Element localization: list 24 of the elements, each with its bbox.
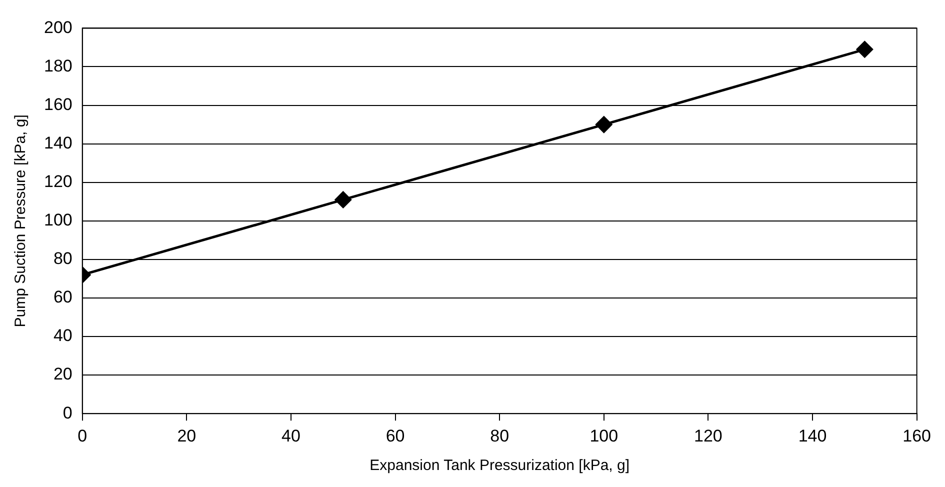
- y-tick-label: 200: [44, 18, 72, 37]
- y-tick-label: 60: [53, 288, 72, 307]
- point: [596, 116, 612, 133]
- y-tick-label: 80: [53, 249, 72, 268]
- x-axis-title: Expansion Tank Pressurization [kPa, g]: [370, 457, 630, 474]
- y-tick-label: 40: [53, 326, 72, 346]
- y-tick-label: 100: [44, 210, 72, 230]
- x-tick-label: 40: [282, 426, 300, 446]
- y-axis-title: Pump Suction Pressure [kPa, g]: [12, 114, 30, 328]
- x-tick-label: 80: [490, 426, 510, 446]
- y-tick-label: 180: [44, 56, 72, 76]
- y-tick-label: 160: [44, 94, 72, 114]
- x-tick-label: 100: [590, 426, 618, 446]
- x-tick-label: 60: [386, 426, 405, 446]
- y-tick-label: 140: [44, 134, 72, 153]
- x-tick-label: 120: [694, 426, 722, 446]
- x-tick-label: 140: [798, 426, 827, 446]
- x-tick-label: 0: [78, 426, 88, 446]
- y-tick-label: 20: [53, 364, 72, 384]
- y-tick-label: 0: [62, 403, 72, 422]
- x-tick-label: 160: [902, 426, 932, 446]
- y-tick-label: 120: [44, 172, 72, 192]
- point: [856, 41, 873, 58]
- x-tick-label: 20: [177, 426, 196, 446]
